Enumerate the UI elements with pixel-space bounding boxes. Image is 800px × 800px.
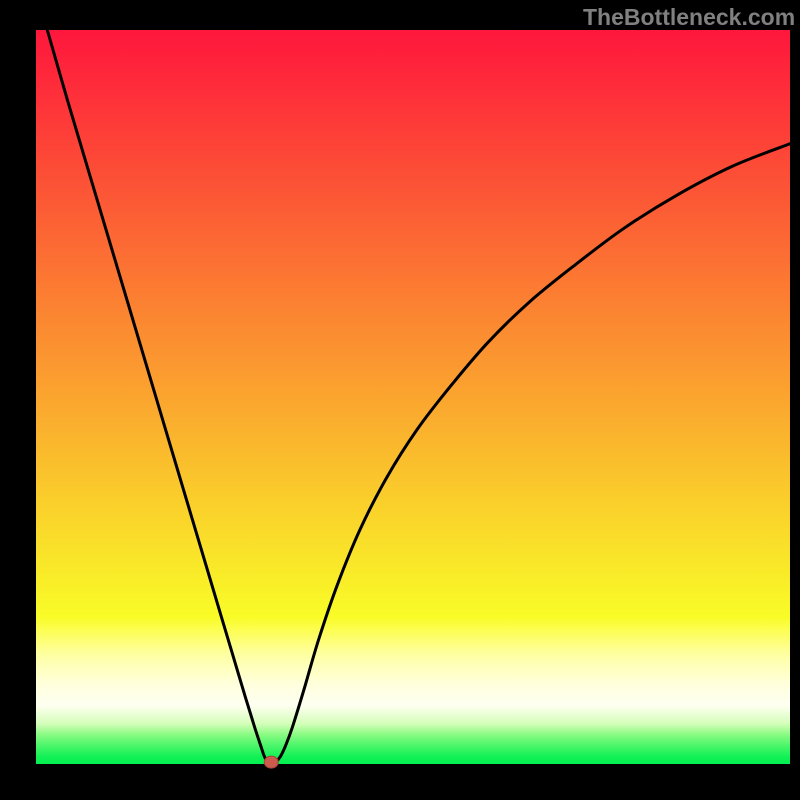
watermark-label: TheBottleneck.com [583, 4, 795, 31]
bottleneck-chart [0, 0, 800, 800]
gradient-background [36, 30, 790, 764]
optimal-point-marker [264, 756, 278, 768]
